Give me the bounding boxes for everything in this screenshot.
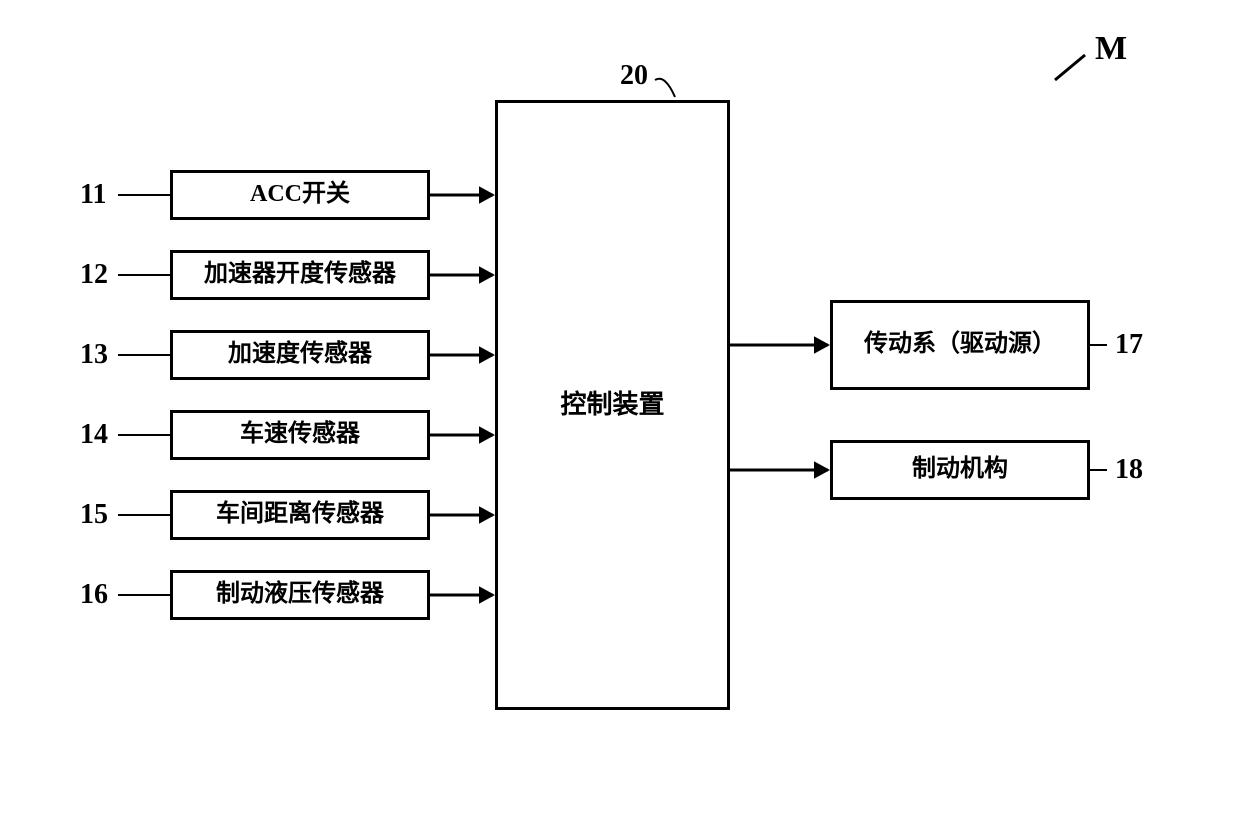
box-text: （驱动源） [936, 329, 1056, 360]
box-text: 车速传感器 [240, 419, 360, 450]
box-text: 加速度传感器 [228, 339, 372, 370]
box-text: 控制装置 [560, 388, 664, 422]
ref-label: 18 [1115, 454, 1143, 486]
ref-label: 15 [80, 499, 108, 531]
ref-label: 14 [80, 419, 108, 451]
box-text: 车间距离传感器 [216, 499, 384, 530]
block-box: 控制装置 [495, 100, 730, 710]
block-box: ACC开关 [170, 170, 430, 220]
block-box: 传动系（驱动源） [830, 300, 1090, 390]
ref-label: 20 [620, 60, 648, 92]
ref-label: 17 [1115, 329, 1143, 361]
block-box: 车间距离传感器 [170, 490, 430, 540]
ref-label: 12 [80, 259, 108, 291]
box-text: 制动机构 [912, 454, 1008, 485]
box-text: 加速器开度传感器 [204, 259, 396, 290]
box-text: 制动液压传感器 [216, 579, 384, 610]
box-text: 传动系 [864, 329, 936, 360]
ref-label: 16 [80, 579, 108, 611]
block-box: 制动液压传感器 [170, 570, 430, 620]
box-text: ACC开关 [250, 179, 350, 210]
ref-label: 11 [80, 179, 106, 211]
block-box: 加速度传感器 [170, 330, 430, 380]
block-box: 制动机构 [830, 440, 1090, 500]
block-box: 车速传感器 [170, 410, 430, 460]
ref-label: 13 [80, 339, 108, 371]
block-box: 加速器开度传感器 [170, 250, 430, 300]
ref-label: M [1095, 30, 1127, 68]
